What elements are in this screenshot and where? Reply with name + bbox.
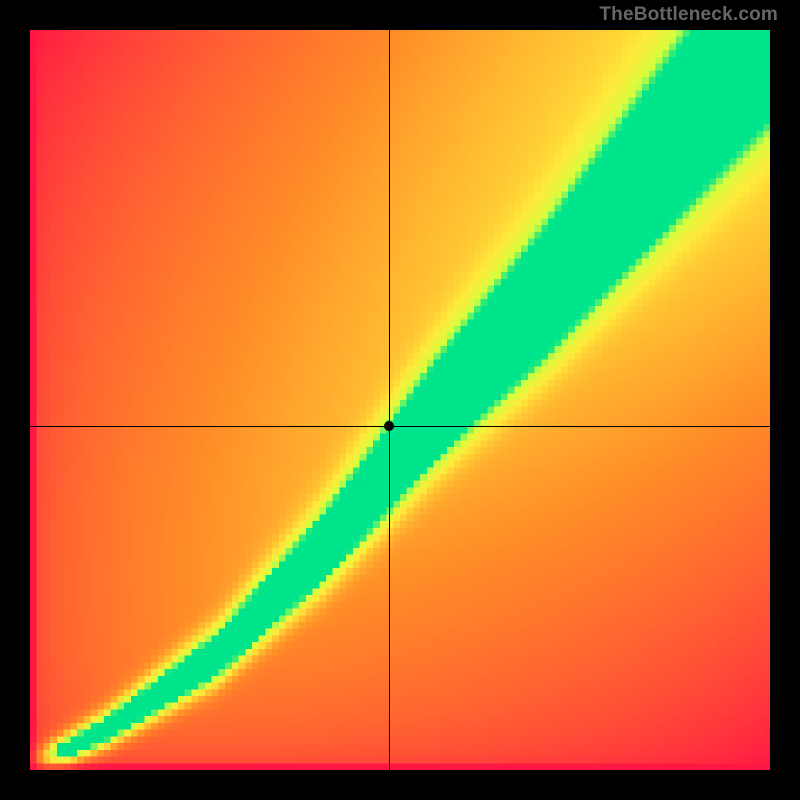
heatmap-canvas (30, 30, 770, 770)
chart-container: TheBottleneck.com (0, 0, 800, 800)
crosshair-horizontal (30, 426, 770, 427)
plot-area (30, 30, 770, 770)
attribution-text: TheBottleneck.com (599, 4, 778, 26)
crosshair-vertical (389, 30, 390, 770)
data-point (384, 421, 394, 431)
